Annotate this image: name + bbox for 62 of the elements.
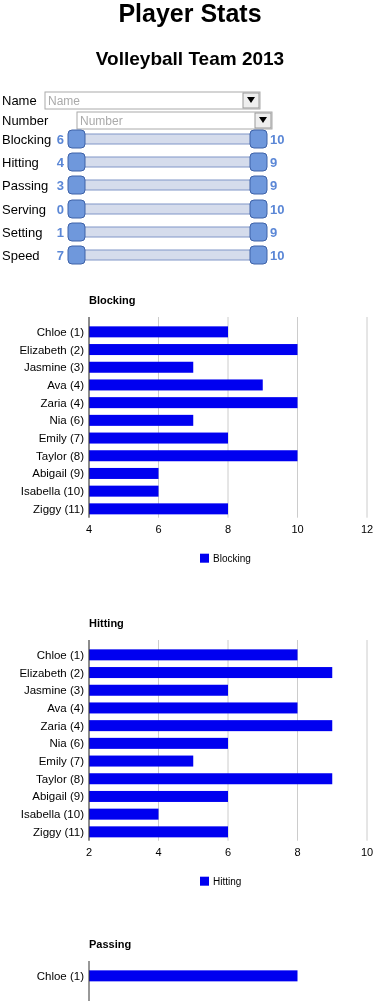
y-tick-label: Zaria (4)	[40, 396, 85, 409]
text: Blocking	[2, 132, 52, 147]
y-tick-label: Chloe (1)	[36, 325, 85, 338]
y-tick-label: Abigail (9)	[32, 467, 85, 480]
y-tick-label: Taylor (8)	[36, 449, 85, 462]
legend-label: Hitting	[213, 875, 242, 887]
x-tick-label: 8	[224, 522, 232, 535]
y-tick-label: Jasmine (3)	[23, 684, 85, 697]
x-tick-label: 8	[294, 845, 301, 858]
x-tick-label: 4	[155, 845, 162, 858]
chart-title: Hitting	[89, 617, 124, 629]
y-tick-label: Ava (4)	[47, 701, 85, 714]
y-tick-label: Abigail (9)	[32, 790, 85, 803]
y-tick-label: Chloe (1)	[36, 969, 85, 982]
chart-title: Passing	[89, 938, 132, 950]
text: 6	[56, 132, 64, 147]
text: Volleyball Team 2013	[95, 48, 285, 69]
y-tick-label: Elizabeth (2)	[19, 666, 85, 679]
y-tick-label: Isabella (10)	[20, 485, 85, 498]
legend-label: Blocking	[213, 552, 251, 564]
text: 9	[270, 178, 278, 193]
y-tick-label: Chloe (1)	[36, 648, 85, 661]
y-tick-label: Ziggy (11)	[33, 825, 85, 838]
y-tick-label: Jasmine (3)	[23, 361, 85, 374]
x-tick-label: 10	[360, 845, 374, 858]
text: Passing	[2, 178, 49, 193]
text: Number	[2, 113, 49, 128]
x-tick-label: 10	[291, 522, 304, 535]
y-tick-label: Elizabeth (2)	[19, 343, 85, 356]
text: 9	[270, 225, 278, 240]
y-tick-label: Emily (7)	[38, 432, 85, 445]
y-tick-label: Isabella (10)	[20, 808, 85, 821]
text: 0	[56, 202, 64, 217]
text: 4	[56, 155, 65, 170]
text: 10	[270, 248, 285, 263]
text: Name	[2, 93, 37, 108]
text: Player Stats	[118, 0, 262, 27]
y-tick-label: Nia (6)	[49, 737, 85, 750]
x-tick-label: 4	[85, 522, 93, 535]
text: Name	[48, 94, 81, 108]
text: 1	[56, 225, 64, 240]
y-tick-label: Taylor (8)	[36, 772, 85, 785]
y-tick-label: Ava (4)	[47, 378, 85, 391]
text: 7	[56, 248, 64, 263]
chart-title: Blocking	[89, 294, 136, 306]
text: Serving	[2, 202, 47, 217]
y-tick-label: Nia (6)	[49, 414, 85, 427]
text: Hitting	[2, 155, 39, 170]
x-tick-label: 12	[360, 522, 374, 535]
text: Speed	[2, 248, 40, 263]
x-tick-label: 6	[155, 522, 162, 535]
y-tick-label: Emily (7)	[38, 755, 85, 768]
x-tick-label: 2	[85, 845, 93, 858]
text: Setting	[2, 225, 43, 240]
text: 10	[270, 132, 285, 147]
y-tick-label: Ziggy (11)	[33, 502, 85, 515]
text: 10	[270, 202, 285, 217]
x-tick-label: 6	[224, 845, 232, 858]
text: 3	[56, 178, 64, 193]
text: 9	[270, 155, 278, 170]
text: Number	[80, 114, 123, 128]
y-tick-label: Zaria (4)	[40, 719, 85, 732]
